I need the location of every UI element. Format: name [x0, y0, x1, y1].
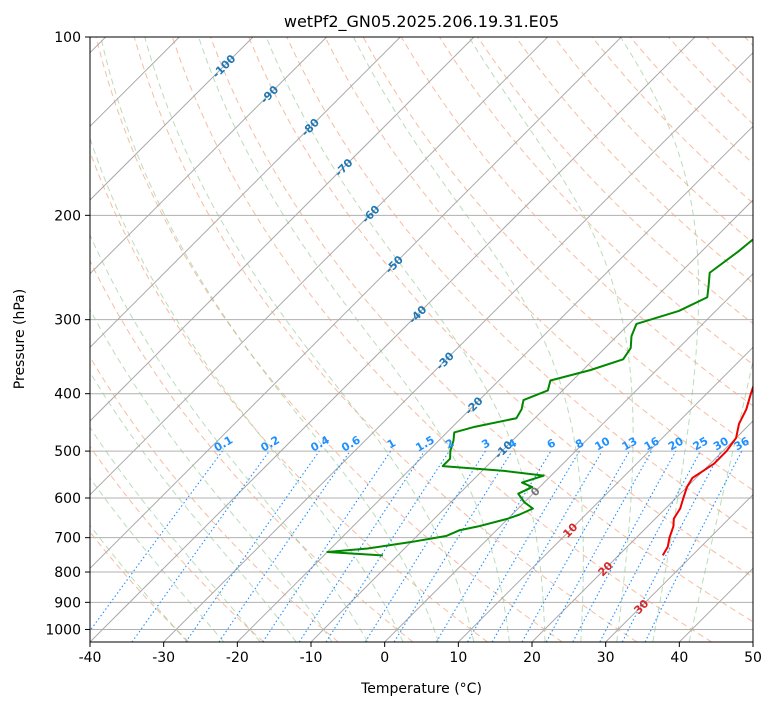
moist-adiabat — [265, 37, 546, 642]
mixing-ratio-line — [262, 450, 392, 642]
dry-adiabat — [90, 259, 414, 642]
y-tick-label: 400 — [54, 387, 81, 403]
dry-adiabat — [171, 37, 712, 642]
dry-adiabat — [209, 37, 753, 623]
isotherm-line — [90, 37, 254, 201]
x-tick-label: 20 — [523, 650, 541, 666]
chart-title: wetPf2_GN05.2025.206.19.31.E05 — [284, 12, 559, 32]
isotherm-line — [531, 420, 753, 642]
moist-adiabat — [688, 358, 753, 642]
y-tick-label: 800 — [54, 565, 81, 581]
dry-adiabat — [515, 37, 753, 284]
moist-adiabat — [620, 37, 700, 642]
isotherm-line — [90, 37, 696, 642]
moist-adiabat — [90, 524, 188, 642]
x-tick-label: 50 — [744, 650, 762, 666]
y-tick-label: 900 — [54, 595, 81, 611]
isotherm-line — [457, 346, 753, 642]
moist-adiabat — [90, 233, 369, 642]
y-tick-label: 500 — [54, 444, 81, 460]
pressure-gridlines — [90, 37, 753, 630]
isotherm-line — [90, 37, 623, 570]
isotherm-line — [90, 37, 549, 496]
x-tick-label: 10 — [449, 650, 467, 666]
mixing-ratio-line — [572, 450, 677, 642]
isotherm-line — [90, 37, 328, 275]
mixing-ratio-line — [393, 450, 513, 642]
moist-adiabat — [144, 37, 475, 642]
dry-adiabat — [438, 37, 753, 366]
y-tick-label: 600 — [54, 491, 81, 507]
mixing-ratio-line — [521, 450, 630, 642]
x-tick-label: -40 — [79, 650, 102, 666]
isotherm-line — [90, 37, 402, 349]
y-axis: 100 200 300 400 500 600 700 800 900 1000 — [45, 30, 90, 638]
isotherm-line — [310, 199, 753, 642]
mixing-ratio-line — [545, 450, 653, 642]
dry-adiabat — [90, 445, 264, 642]
dry-adiabats — [90, 37, 753, 642]
isotherm-line — [384, 272, 753, 642]
moist-adiabat — [100, 37, 439, 642]
dewpoint-profile-line — [326, 238, 753, 557]
moist-adiabat — [90, 308, 333, 642]
isotherm-line — [90, 37, 475, 422]
mixing-ratio-line — [325, 450, 450, 642]
y-tick-label: 1000 — [45, 622, 81, 638]
dry-adiabat — [90, 356, 339, 642]
dry-adiabat — [476, 37, 753, 325]
moist-adiabat — [198, 37, 510, 642]
moist-adiabat — [90, 477, 225, 642]
moist-adiabat — [353, 37, 584, 642]
mixing-ratio-line — [185, 450, 320, 642]
dry-adiabat — [95, 37, 563, 642]
moist-adiabats — [90, 37, 753, 642]
moist-adiabat — [90, 371, 297, 642]
isotherm-line — [236, 125, 753, 642]
mixing-ratio-line — [298, 450, 425, 642]
y-tick-label: 100 — [54, 30, 81, 46]
x-tick-label: 30 — [597, 650, 615, 666]
x-tick-label: -30 — [152, 650, 175, 666]
dry-adiabat — [90, 150, 488, 642]
plot-frame — [89, 36, 754, 643]
mixing-ratio-line — [90, 450, 223, 632]
y-tick-label: 200 — [54, 208, 81, 224]
x-tick-label: -10 — [300, 650, 323, 666]
temperature-profile-line — [661, 384, 753, 556]
moist-adiabat — [90, 426, 261, 642]
isotherm-line — [605, 493, 753, 642]
skewed-isotherms — [90, 37, 753, 642]
profile-series — [326, 238, 753, 557]
moist-adiabat — [90, 136, 404, 642]
mixing-ratio-line — [131, 450, 270, 642]
x-axis: -40 -30 -20 -10 0 10 20 30 40 50 — [79, 642, 762, 666]
mixing-ratio-line — [218, 450, 351, 642]
mixing-ratio-lines — [90, 450, 743, 642]
mixing-ratio-line — [644, 450, 743, 642]
x-axis-label: Temperature (°C) — [360, 681, 482, 697]
x-tick-label: 40 — [670, 650, 688, 666]
y-tick-label: 300 — [54, 313, 81, 329]
dry-adiabat — [400, 37, 753, 407]
isotherm-line — [90, 37, 181, 128]
x-tick-label: 0 — [380, 650, 389, 666]
x-tick-label: -20 — [226, 650, 249, 666]
y-axis-label: Pressure (hPa) — [12, 289, 28, 389]
isotherm-line — [163, 51, 753, 642]
y-tick-label: 700 — [54, 531, 81, 547]
